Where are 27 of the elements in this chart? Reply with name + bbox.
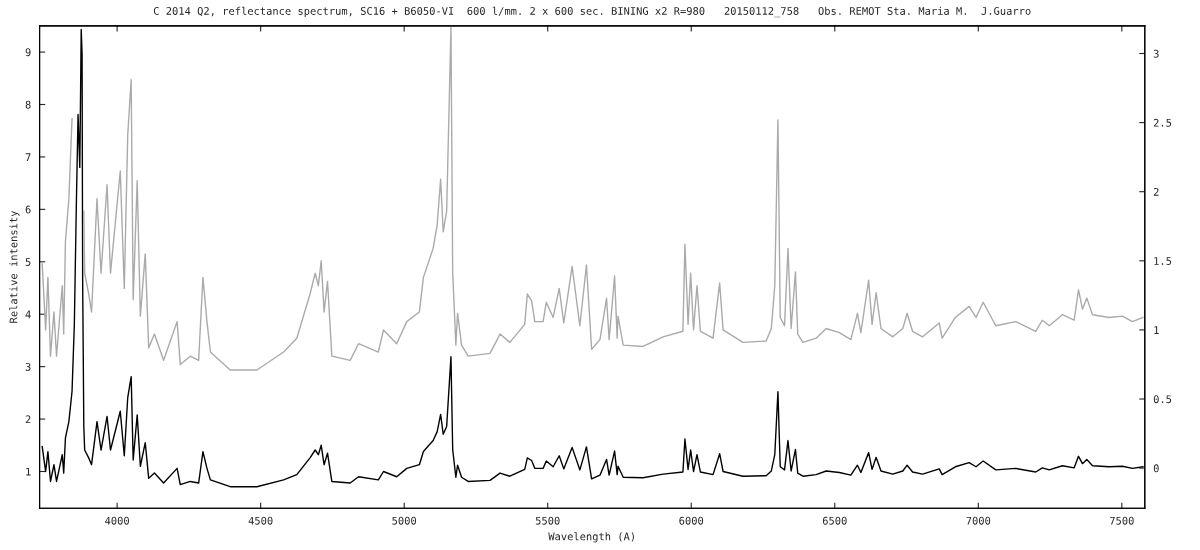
y2-tick-label: 0 bbox=[1153, 464, 1159, 473]
x-tick-label: 7000 bbox=[966, 516, 991, 525]
y2-tick-label: 1 bbox=[1154, 326, 1159, 334]
x-tick-label: 5000 bbox=[392, 516, 417, 525]
y-tick-label: 5 bbox=[25, 258, 31, 266]
x-tick-label: 7500 bbox=[1110, 516, 1134, 525]
x-tick-label: 4000 bbox=[105, 516, 129, 525]
y-tick-label: 3 bbox=[25, 362, 31, 371]
chart-title: C 2014 Q2, reflectance spectrum, SC16 + B6050-VI 600 l/mm. 2 x 600 sec. BINING x2 R=980 20150112_758 Obs. REMOT Sta. Maria M. J.Guarro bbox=[153, 6, 1031, 18]
x-tick-label: 5500 bbox=[535, 516, 560, 525]
y2-tick-label: 0.5 bbox=[1153, 395, 1172, 404]
x-tick-label: 4500 bbox=[248, 516, 273, 525]
x-tick-label: 6000 bbox=[679, 516, 704, 525]
x-tick-label: 6500 bbox=[822, 516, 847, 525]
y-tick-label: 8 bbox=[25, 100, 31, 109]
y-tick-label: 7 bbox=[25, 153, 31, 161]
y2-tick-label: 1.5 bbox=[1154, 257, 1172, 265]
y2-tick-label: 3 bbox=[1153, 49, 1159, 58]
y-axis-title: Relative intensity bbox=[9, 210, 20, 323]
y-tick-label: 2 bbox=[25, 415, 31, 424]
y-tick-label: 4 bbox=[25, 310, 31, 319]
y-tick-label: 6 bbox=[25, 205, 31, 214]
y-tick-label: 9 bbox=[25, 48, 31, 57]
x-axis-title: Wavelength (A) bbox=[548, 532, 634, 543]
y2-tick-label: 2.5 bbox=[1153, 118, 1172, 127]
y2-tick-label: 2 bbox=[1153, 187, 1159, 196]
y-tick-label: 1 bbox=[26, 467, 31, 476]
